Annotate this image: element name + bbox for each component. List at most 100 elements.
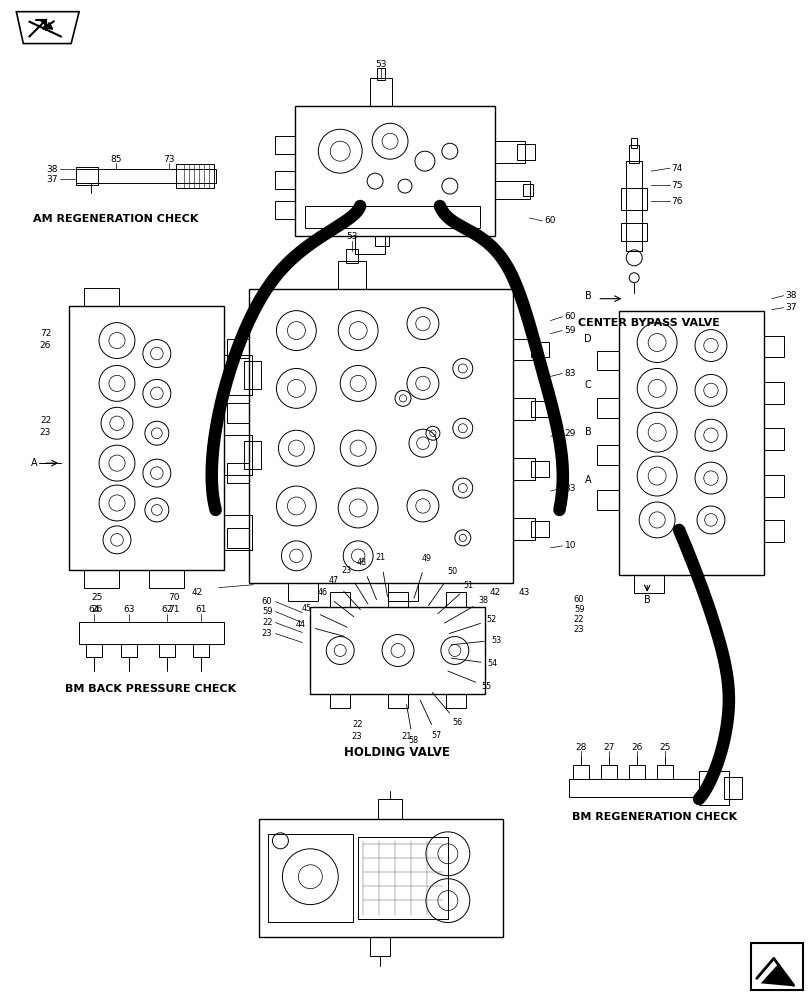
Text: BM REGENERATION CHECK: BM REGENERATION CHECK: [571, 812, 736, 822]
Bar: [512, 398, 534, 420]
Bar: [512, 339, 534, 360]
Bar: [723, 777, 741, 799]
Text: 62: 62: [161, 605, 172, 614]
Text: 43: 43: [518, 588, 530, 597]
Bar: [763, 336, 783, 357]
Bar: [159, 644, 174, 657]
Bar: [569, 779, 698, 797]
Bar: [226, 339, 248, 358]
Bar: [494, 181, 529, 199]
Text: 38: 38: [785, 291, 796, 300]
Text: 56: 56: [452, 718, 461, 727]
Bar: [226, 463, 248, 483]
Text: 25: 25: [92, 593, 103, 602]
Bar: [530, 401, 548, 417]
Bar: [597, 351, 619, 370]
Bar: [310, 607, 484, 694]
Bar: [633, 575, 663, 593]
Bar: [625, 161, 642, 251]
Text: 47: 47: [328, 576, 338, 585]
Bar: [763, 520, 783, 542]
Text: 22: 22: [573, 615, 584, 624]
Text: 26: 26: [92, 605, 103, 614]
Bar: [597, 445, 619, 465]
Text: 23: 23: [261, 629, 272, 638]
Bar: [750, 943, 801, 990]
Text: 23: 23: [351, 732, 362, 741]
Text: 37: 37: [47, 175, 58, 184]
Text: HOLDING VALVE: HOLDING VALVE: [344, 746, 449, 759]
Text: 53: 53: [491, 636, 500, 645]
Text: 44: 44: [295, 620, 306, 629]
Text: 49: 49: [422, 554, 431, 563]
Text: B: B: [584, 291, 590, 301]
Text: 61: 61: [195, 605, 206, 614]
Text: 64: 64: [88, 605, 100, 614]
Bar: [445, 694, 466, 708]
Text: 22: 22: [262, 618, 272, 627]
Bar: [573, 765, 589, 779]
Text: 58: 58: [407, 736, 418, 745]
Text: 42: 42: [191, 588, 202, 597]
Bar: [345, 249, 358, 263]
Bar: [763, 382, 783, 404]
Bar: [370, 78, 392, 106]
Text: 75: 75: [670, 181, 682, 190]
Text: 57: 57: [431, 731, 441, 740]
Bar: [378, 799, 401, 819]
Text: 73: 73: [163, 155, 174, 164]
Text: 53: 53: [346, 232, 358, 241]
Bar: [175, 164, 213, 188]
Bar: [148, 570, 183, 588]
Bar: [763, 428, 783, 450]
Text: 51: 51: [463, 581, 474, 590]
Bar: [512, 518, 534, 540]
Text: 42: 42: [488, 588, 500, 597]
Text: 59: 59: [564, 326, 575, 335]
Bar: [763, 475, 783, 497]
Bar: [388, 583, 418, 601]
Bar: [76, 169, 216, 183]
Bar: [629, 145, 638, 163]
Bar: [226, 528, 248, 548]
Text: 22: 22: [40, 416, 51, 425]
Bar: [630, 138, 637, 148]
Bar: [597, 398, 619, 418]
Bar: [656, 765, 672, 779]
Text: 71: 71: [168, 605, 179, 614]
Bar: [375, 236, 388, 246]
Bar: [288, 583, 318, 601]
Bar: [121, 644, 137, 657]
Text: 54: 54: [487, 659, 497, 668]
Text: A: A: [584, 475, 590, 485]
Bar: [223, 355, 251, 395]
Text: 60: 60: [544, 216, 556, 225]
Text: BM BACK PRESSURE CHECK: BM BACK PRESSURE CHECK: [65, 684, 236, 694]
Bar: [620, 223, 646, 241]
Bar: [445, 592, 466, 607]
Text: 52: 52: [486, 615, 496, 624]
Text: 46: 46: [317, 588, 327, 597]
Bar: [275, 201, 295, 219]
Text: 59: 59: [573, 605, 584, 614]
Text: B: B: [643, 595, 650, 605]
Text: 10: 10: [564, 541, 575, 550]
Bar: [223, 435, 251, 475]
Text: 22: 22: [351, 720, 362, 729]
Text: 60: 60: [564, 312, 575, 321]
Text: 83: 83: [564, 369, 575, 378]
Bar: [258, 819, 502, 937]
Bar: [530, 461, 548, 477]
Bar: [275, 136, 295, 154]
Polygon shape: [760, 963, 792, 986]
Bar: [243, 361, 261, 389]
Text: 25: 25: [659, 743, 670, 752]
Bar: [330, 694, 350, 708]
Text: 85: 85: [110, 155, 122, 164]
Bar: [79, 622, 223, 644]
Text: 63: 63: [123, 605, 135, 614]
Text: 74: 74: [670, 164, 681, 173]
Bar: [330, 592, 350, 607]
Bar: [354, 236, 384, 254]
Bar: [512, 458, 534, 480]
